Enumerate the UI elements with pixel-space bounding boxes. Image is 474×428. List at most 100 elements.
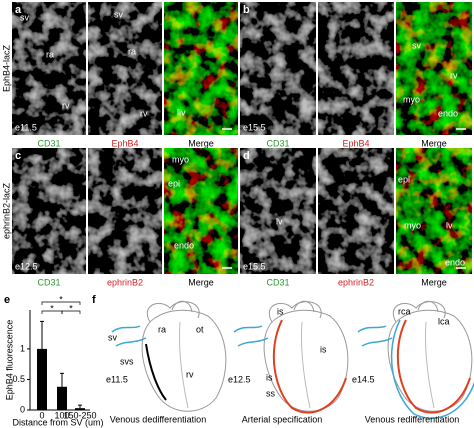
region-label: endo [438,108,458,118]
panel-letter: c [15,150,21,162]
region-label: lv [446,220,453,230]
region-label: endo [445,257,465,267]
channel-caption: EphB4 [111,138,138,148]
septum [300,321,311,409]
region-label: endo [174,240,194,250]
sinus-venosus [233,325,269,347]
diagram-label: ra [158,324,166,334]
channel-caption: Merge [421,138,447,148]
side-label: EphB4-lacZ [1,44,11,92]
x-tick-label: 150-250 [63,410,96,420]
region-label: rv [450,70,458,80]
micrograph-texture [88,148,162,274]
stage-label: e15.5 [243,261,266,271]
micrograph-texture [240,2,316,135]
significance-bracket [41,301,81,305]
channel-caption: CD31 [266,138,289,148]
panel-letter: a [15,4,22,16]
outflow-tract [293,300,315,313]
channel-caption: Merge [188,277,214,287]
channel-caption: Merge [421,277,447,287]
coronary-artery [396,319,471,414]
region-label: liv [177,107,186,117]
region-label: sv [20,12,30,22]
diagram-label: ot [196,324,204,334]
diagram-label: ss [266,388,276,398]
outflow-tract [171,300,193,313]
atrium [147,301,200,323]
region-label: lv [276,216,283,226]
channel-caption: ephrinB2 [107,277,143,287]
coronary-artery [272,319,347,414]
atrium [393,301,446,323]
region-label: rv [140,108,148,118]
side-label: ephrinB2-lacZ [1,182,11,239]
stage-label: e12.5 [15,261,38,271]
diagram-label: sv [108,332,118,342]
diagram-caption: Arterial specification [242,414,323,424]
y-tick-label: 0.5 [12,374,25,384]
diagram-label: lca [438,316,450,326]
panel-letter: e [4,294,10,306]
diagram-label: rca [398,306,411,316]
panel-letter: b [243,4,250,16]
region-label: myo [172,154,189,164]
region-label: epi [398,174,410,184]
bar [57,386,67,410]
x-tick-label: 0 [39,410,44,420]
stage-label: e11.5 [15,122,37,132]
heart-outline [387,309,473,412]
heart-diagram [357,300,474,419]
diagram-label: svs [120,356,134,366]
diagram-label: is [266,372,273,382]
panel-letter: f [92,294,96,306]
heart-diagram [111,300,227,412]
region-label: ra [46,49,54,59]
septum [424,321,435,409]
region-label: epi [168,178,180,188]
micrograph-texture [164,148,238,274]
outflow-tract [417,300,439,313]
diagram-label: rv [186,369,194,379]
significance-star: * [69,303,73,313]
y-axis-label: EphB4 fluorescence [4,320,14,401]
region-label: sv [114,9,124,19]
stage-label: e11.5 [106,374,128,384]
panel-letter: d [243,150,250,162]
significance-bracket [61,310,81,314]
bar [37,348,47,410]
region-label: myo [404,220,421,230]
heart-outline [263,309,349,412]
region-label: rv [62,100,70,110]
channel-caption: CD31 [37,277,60,287]
micrograph-texture [164,2,238,135]
micrograph-texture [12,2,86,135]
micrograph-texture [396,2,472,135]
stage-label: e15.5 [243,122,266,132]
micrograph-texture [318,148,394,274]
svs-vessel [145,343,167,401]
y-tick-label: 1 [20,343,25,353]
channel-caption: EphB4 [342,138,369,148]
diagram-label: is [277,306,284,316]
y-tick-label: 0 [20,404,25,414]
micrograph-texture [240,148,316,274]
channel-caption: Merge [188,138,214,148]
heart-outline [141,309,227,412]
heart-diagram [233,300,349,414]
x-tick-label: 100 [54,410,69,420]
micrograph-texture [88,2,162,135]
diagram-caption: Venous redifferentiation [365,414,459,424]
channel-caption: CD31 [37,138,60,148]
micrograph-texture [318,2,394,135]
diagram-caption: Venous dedifferentiation [110,414,206,424]
stage-label: e12.5 [228,374,251,384]
x-axis-label: Distance from SV (um) [12,417,103,427]
septum [178,321,189,409]
channel-caption: ephrinB2 [338,277,374,287]
bar [75,408,85,410]
region-label: ra [128,46,136,56]
sinus-venosus [111,325,147,347]
region-label: sv [412,40,422,50]
